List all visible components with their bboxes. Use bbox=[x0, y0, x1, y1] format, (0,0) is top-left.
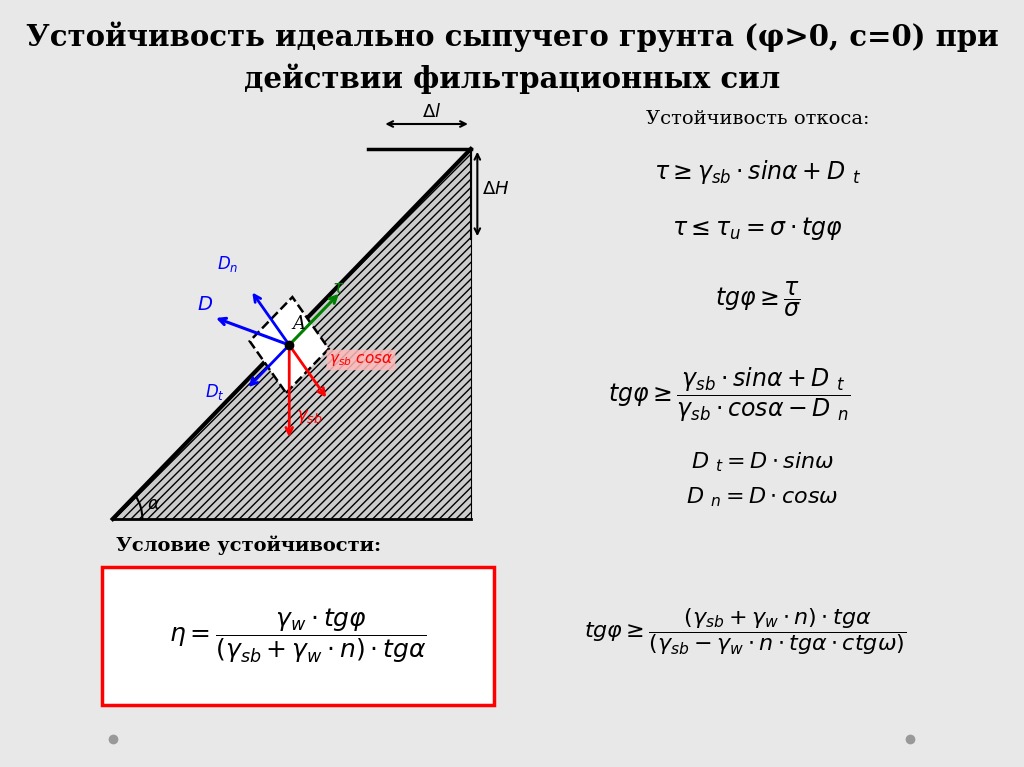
Text: $\tau$: $\tau$ bbox=[332, 279, 345, 297]
Text: $D_t$: $D_t$ bbox=[205, 382, 225, 402]
Text: Условие устойчивости:: Условие устойчивости: bbox=[116, 535, 381, 555]
Text: $\tau \leq \tau_u = \sigma \cdot tg\varphi$: $\tau \leq \tau_u = \sigma \cdot tg\varp… bbox=[673, 216, 844, 242]
Text: $tg\varphi \geq \dfrac{\gamma_{sb} \cdot sin\alpha + D\ _t}{\gamma_{sb} \cdot co: $tg\varphi \geq \dfrac{\gamma_{sb} \cdot… bbox=[607, 366, 851, 424]
Text: $D\ _t = D \cdot sin\omega$: $D\ _t = D \cdot sin\omega$ bbox=[690, 450, 834, 474]
Polygon shape bbox=[113, 149, 471, 519]
Text: $tg\varphi \geq \dfrac{\tau}{\sigma}$: $tg\varphi \geq \dfrac{\tau}{\sigma}$ bbox=[715, 279, 801, 319]
Text: $\alpha$: $\alpha$ bbox=[147, 495, 161, 513]
Polygon shape bbox=[250, 297, 329, 393]
Text: $D_n$: $D_n$ bbox=[217, 254, 238, 274]
Text: действии фильтрационных сил: действии фильтрационных сил bbox=[244, 64, 780, 94]
Bar bbox=[102, 567, 494, 705]
Text: $\Delta l$: $\Delta l$ bbox=[423, 103, 441, 121]
Text: $\gamma_{sb}\ cos\alpha$: $\gamma_{sb}\ cos\alpha$ bbox=[329, 352, 393, 368]
Text: $\gamma_{sb}$: $\gamma_{sb}$ bbox=[296, 408, 323, 426]
Text: $D$: $D$ bbox=[197, 296, 213, 314]
Text: Устойчивость идеально сыпучего грунта (φ>0, c=0) при: Устойчивость идеально сыпучего грунта (φ… bbox=[26, 21, 998, 52]
Text: A: A bbox=[293, 315, 305, 333]
Text: $D\ _n = D \cdot cos\omega$: $D\ _n = D \cdot cos\omega$ bbox=[686, 486, 838, 509]
Text: $tg\varphi \geq \dfrac{(\gamma_{sb}+\gamma_w \cdot n) \cdot tg\alpha}{(\gamma_{s: $tg\varphi \geq \dfrac{(\gamma_{sb}+\gam… bbox=[585, 607, 906, 657]
Text: Устойчивость откоса:: Устойчивость откоса: bbox=[646, 110, 869, 128]
Text: $\eta = \dfrac{\gamma_w \cdot tg\varphi}{(\gamma_{sb}+\gamma_w \cdot n) \cdot tg: $\eta = \dfrac{\gamma_w \cdot tg\varphi}… bbox=[169, 607, 427, 666]
Text: $\tau \geq \gamma_{sb} \cdot sin\alpha + D\ _t$: $\tau \geq \gamma_{sb} \cdot sin\alpha +… bbox=[654, 158, 861, 186]
Text: $\Delta H$: $\Delta H$ bbox=[482, 180, 510, 198]
